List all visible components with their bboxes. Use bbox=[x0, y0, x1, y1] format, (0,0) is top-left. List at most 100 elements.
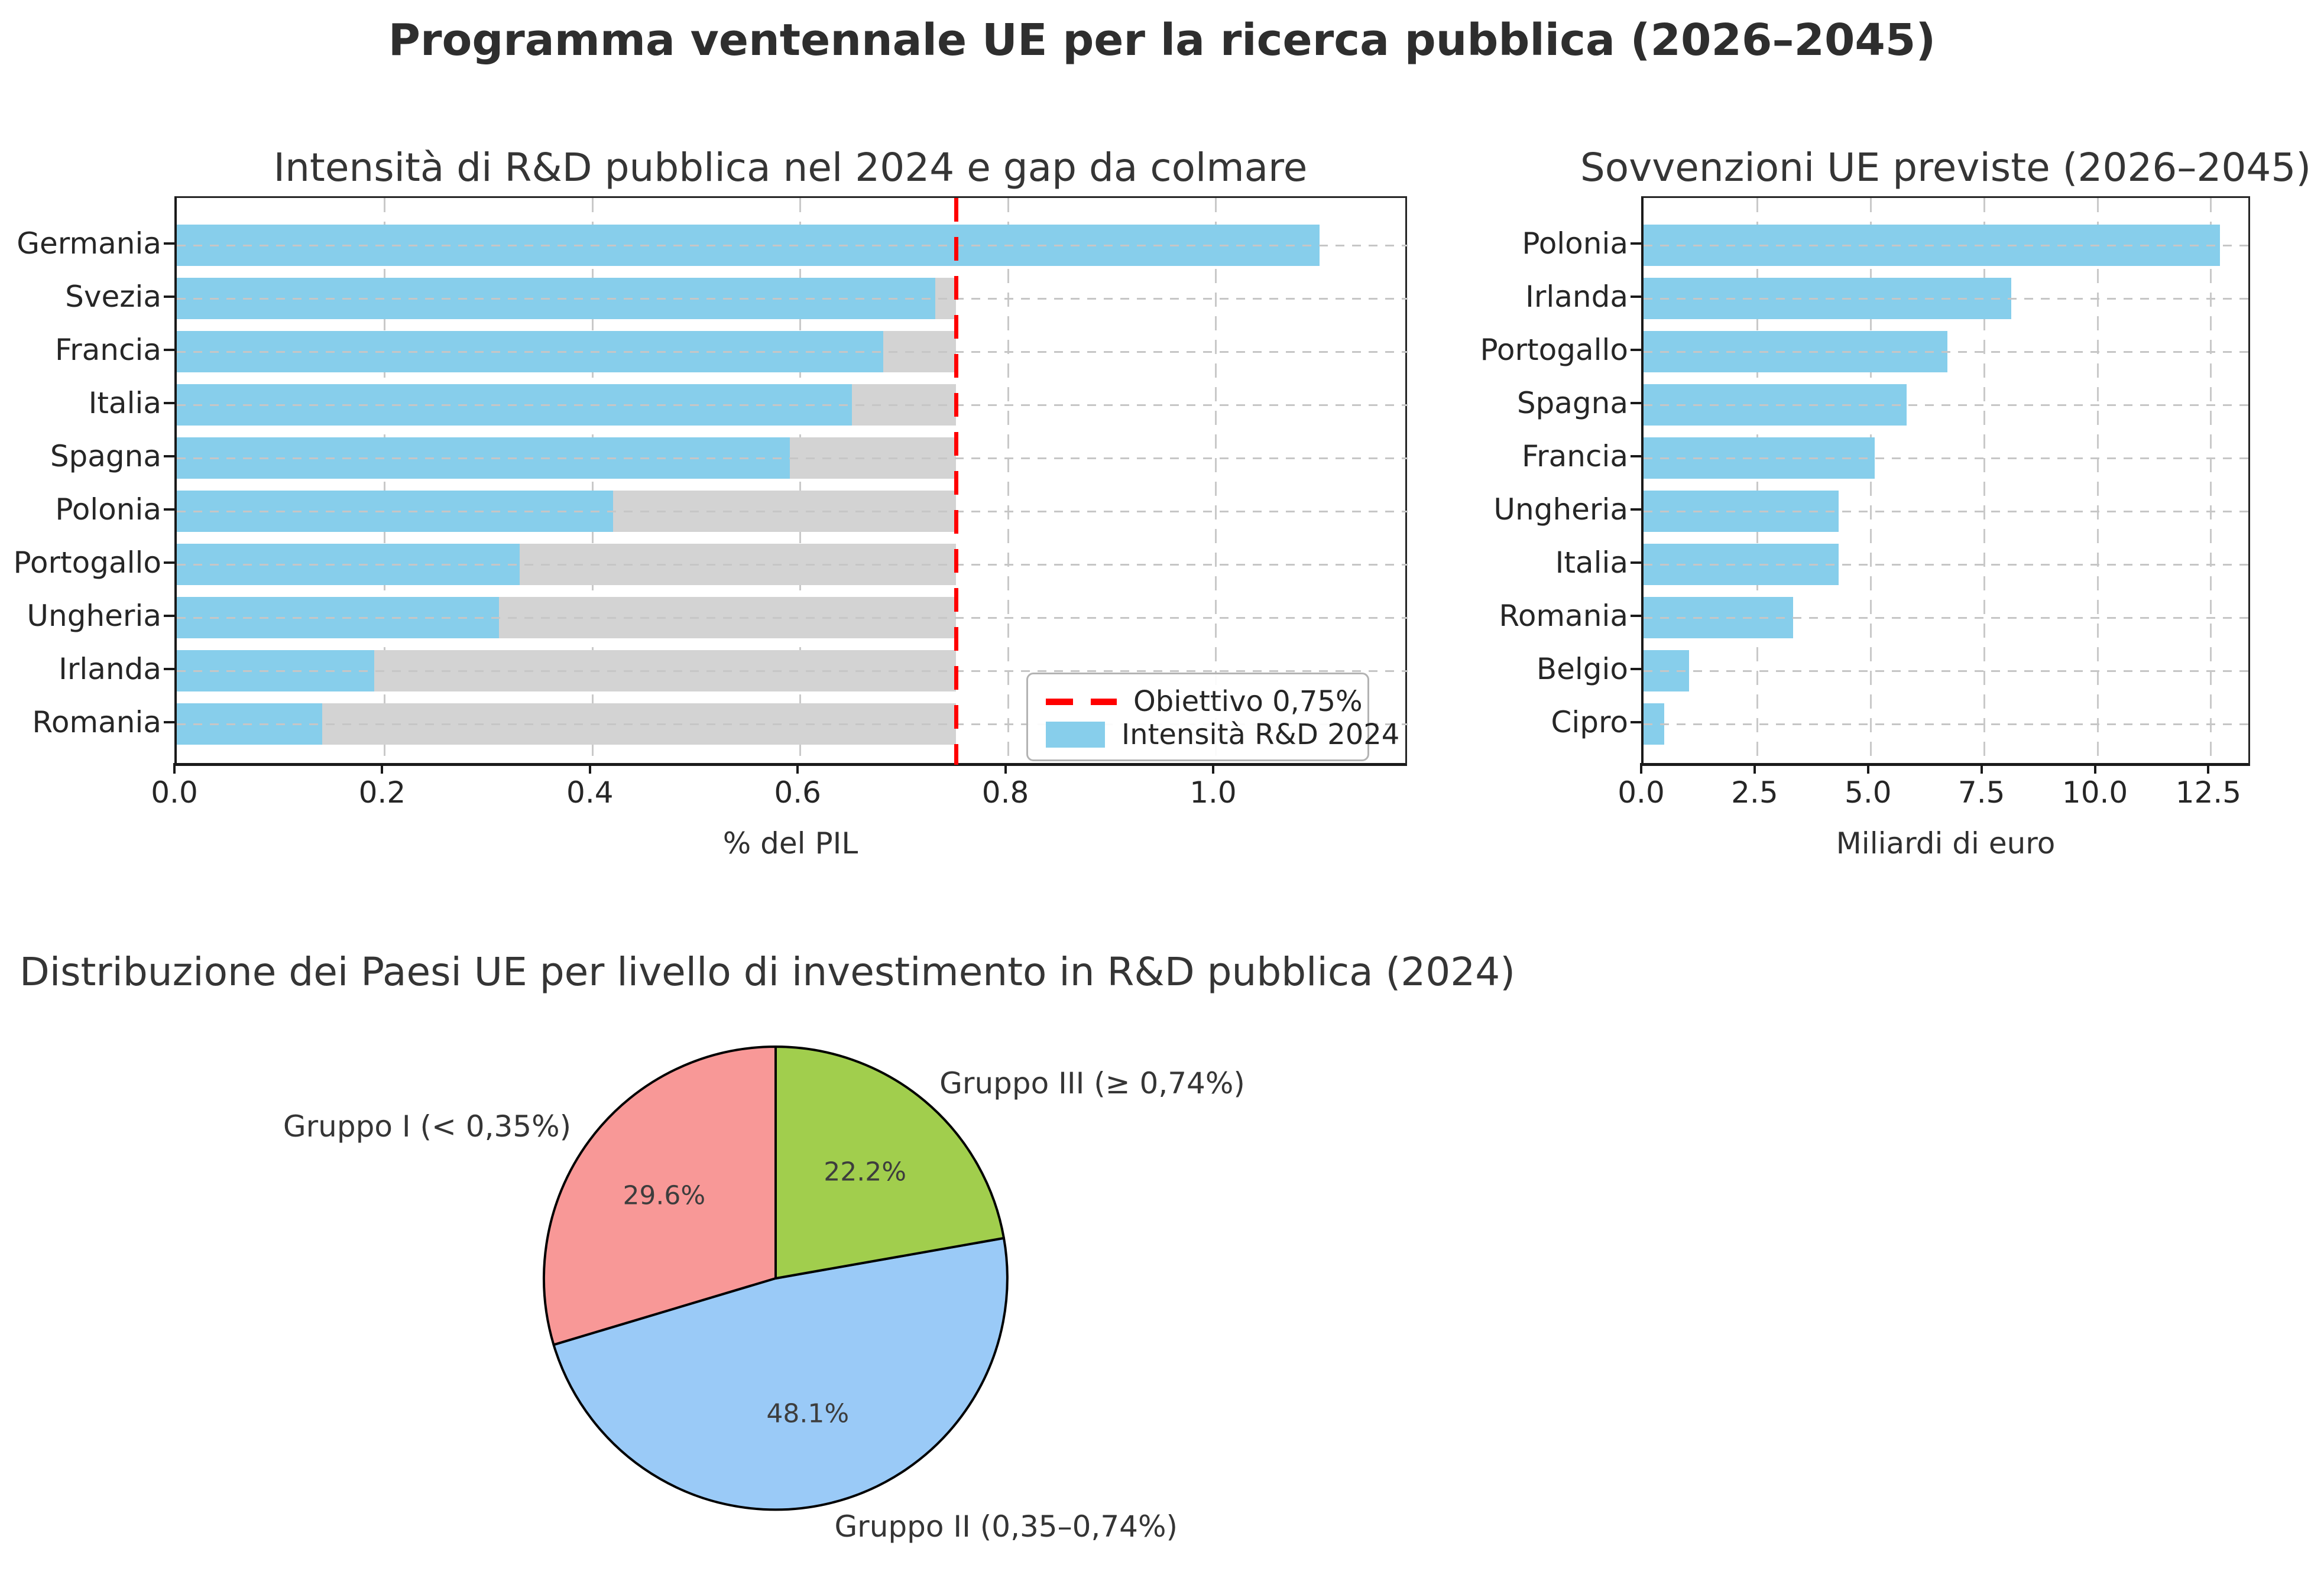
x-tick-mark bbox=[173, 763, 176, 774]
y-tick-mark bbox=[164, 455, 174, 457]
legend-entry-target: Obiettivo 0,75% bbox=[1046, 685, 1363, 718]
y-tick-mark bbox=[164, 561, 174, 564]
y-tick-mark bbox=[1631, 402, 1641, 404]
y-gridline bbox=[177, 351, 1408, 353]
category-label-francia: Francia bbox=[54, 333, 161, 367]
y-gridline bbox=[177, 723, 1408, 725]
category-label-svezia: Svezia bbox=[65, 280, 161, 314]
legend-label-target: Obiettivo 0,75% bbox=[1133, 685, 1363, 718]
y-gridline bbox=[1644, 457, 2251, 459]
category-label-ungheria: Ungheria bbox=[1493, 492, 1628, 527]
pie-percent-label-1: 29.6% bbox=[623, 1180, 706, 1211]
x-gridline bbox=[591, 198, 594, 765]
y-gridline bbox=[177, 617, 1408, 619]
category-label-spagna: Spagna bbox=[50, 439, 161, 473]
pie-percent-label-2: 48.1% bbox=[766, 1398, 850, 1429]
y-tick-mark bbox=[164, 349, 174, 351]
y-tick-mark bbox=[164, 402, 174, 404]
x-tick-label: 0.2 bbox=[358, 775, 406, 810]
figure-title: Programma ventennale UE per la ricerca p… bbox=[388, 15, 1936, 66]
pie-chart bbox=[543, 1045, 1009, 1511]
y-tick-mark bbox=[164, 508, 174, 511]
y-tick-mark bbox=[164, 721, 174, 723]
left-chart-xaxis-label: % del PIL bbox=[722, 826, 858, 861]
pie-slice-label-3: Gruppo III (≥ 0,74%) bbox=[939, 1066, 1245, 1100]
y-tick-mark bbox=[164, 296, 174, 298]
y-tick-mark bbox=[1631, 615, 1641, 617]
pie-slice-2 bbox=[552, 1236, 1009, 1511]
right-chart-xaxis-label: Miliardi di euro bbox=[1836, 826, 2056, 861]
x-tick-label: 0.4 bbox=[566, 775, 614, 810]
y-gridline bbox=[177, 404, 1408, 406]
y-gridline bbox=[1644, 564, 2251, 566]
legend-entry-series: Intensità R&D 2024 bbox=[1046, 718, 1399, 751]
target-line bbox=[954, 198, 958, 765]
y-tick-mark bbox=[1631, 349, 1641, 351]
x-gridline bbox=[799, 198, 802, 765]
y-tick-mark bbox=[1631, 296, 1641, 298]
category-label-cipro: Cipro bbox=[1551, 705, 1628, 739]
x-gridline bbox=[1214, 198, 1217, 765]
blue-patch-sample bbox=[1046, 722, 1105, 748]
x-tick-mark bbox=[381, 763, 384, 774]
y-tick-mark bbox=[164, 668, 174, 670]
y-tick-mark bbox=[1631, 242, 1641, 245]
y-gridline bbox=[177, 670, 1408, 672]
category-label-portogallo: Portogallo bbox=[1480, 333, 1628, 367]
y-tick-mark bbox=[1631, 721, 1641, 723]
pie-slice-label-2: Gruppo II (0,35–0,74%) bbox=[834, 1509, 1178, 1544]
category-label-irlanda: Irlanda bbox=[1525, 280, 1628, 314]
y-tick-mark bbox=[164, 615, 174, 617]
pie-slice-label-1: Gruppo I (< 0,35%) bbox=[283, 1109, 572, 1144]
pie-slice-1 bbox=[543, 1045, 777, 1346]
y-gridline bbox=[177, 457, 1408, 459]
y-gridline bbox=[177, 511, 1408, 512]
y-gridline bbox=[177, 564, 1408, 566]
pie-chart-title: Distribuzione dei Paesi UE per livello d… bbox=[20, 949, 1516, 995]
x-tick-label: 7.5 bbox=[1957, 775, 2005, 810]
y-gridline bbox=[1644, 723, 2251, 725]
x-tick-label: 1.0 bbox=[1189, 775, 1237, 810]
x-tick-mark bbox=[1980, 763, 1983, 774]
category-label-portogallo: Portogallo bbox=[13, 546, 161, 580]
x-gridline bbox=[1007, 198, 1009, 765]
x-tick-label: 0.0 bbox=[1618, 775, 1665, 810]
x-gridline bbox=[2210, 198, 2212, 765]
y-gridline bbox=[1644, 351, 2251, 353]
x-tick-mark bbox=[1753, 763, 1756, 774]
y-tick-mark bbox=[1631, 455, 1641, 457]
x-gridline bbox=[2096, 198, 2099, 765]
x-tick-label: 12.5 bbox=[2175, 775, 2242, 810]
category-label-spagna: Spagna bbox=[1516, 386, 1628, 420]
y-gridline bbox=[177, 298, 1408, 300]
category-label-francia: Francia bbox=[1521, 439, 1628, 473]
x-tick-mark bbox=[1004, 763, 1007, 774]
category-label-polonia: Polonia bbox=[1522, 226, 1628, 261]
x-tick-label: 0.8 bbox=[981, 775, 1029, 810]
x-tick-mark bbox=[1640, 763, 1642, 774]
right-chart-title: Sovvenzioni UE previste (2026–2045) bbox=[1580, 145, 2312, 190]
category-label-romania: Romania bbox=[1499, 599, 1628, 633]
y-gridline bbox=[1644, 670, 2251, 672]
category-label-ungheria: Ungheria bbox=[27, 599, 161, 633]
pie-percent-label-3: 22.2% bbox=[824, 1157, 907, 1187]
y-tick-mark bbox=[164, 242, 174, 245]
x-gridline bbox=[384, 198, 386, 765]
category-label-irlanda: Irlanda bbox=[59, 652, 161, 686]
y-gridline bbox=[1644, 298, 2251, 300]
y-gridline bbox=[1644, 511, 2251, 512]
x-tick-mark bbox=[2207, 763, 2210, 774]
y-gridline bbox=[1644, 245, 2251, 246]
x-tick-mark bbox=[588, 763, 591, 774]
category-label-germania: Germania bbox=[17, 226, 161, 261]
x-tick-label: 5.0 bbox=[1845, 775, 1892, 810]
right-chart-plot-area bbox=[1641, 196, 2251, 766]
category-label-belgio: Belgio bbox=[1536, 652, 1628, 686]
y-tick-mark bbox=[1631, 561, 1641, 564]
category-label-italia: Italia bbox=[88, 386, 161, 420]
x-tick-mark bbox=[796, 763, 799, 774]
left-chart-title: Intensità di R&D pubblica nel 2024 e gap… bbox=[273, 145, 1308, 190]
x-tick-label: 2.5 bbox=[1731, 775, 1778, 810]
x-gridline bbox=[1983, 198, 1985, 765]
legend-box: Obiettivo 0,75% Intensità R&D 2024 bbox=[1026, 673, 1399, 761]
